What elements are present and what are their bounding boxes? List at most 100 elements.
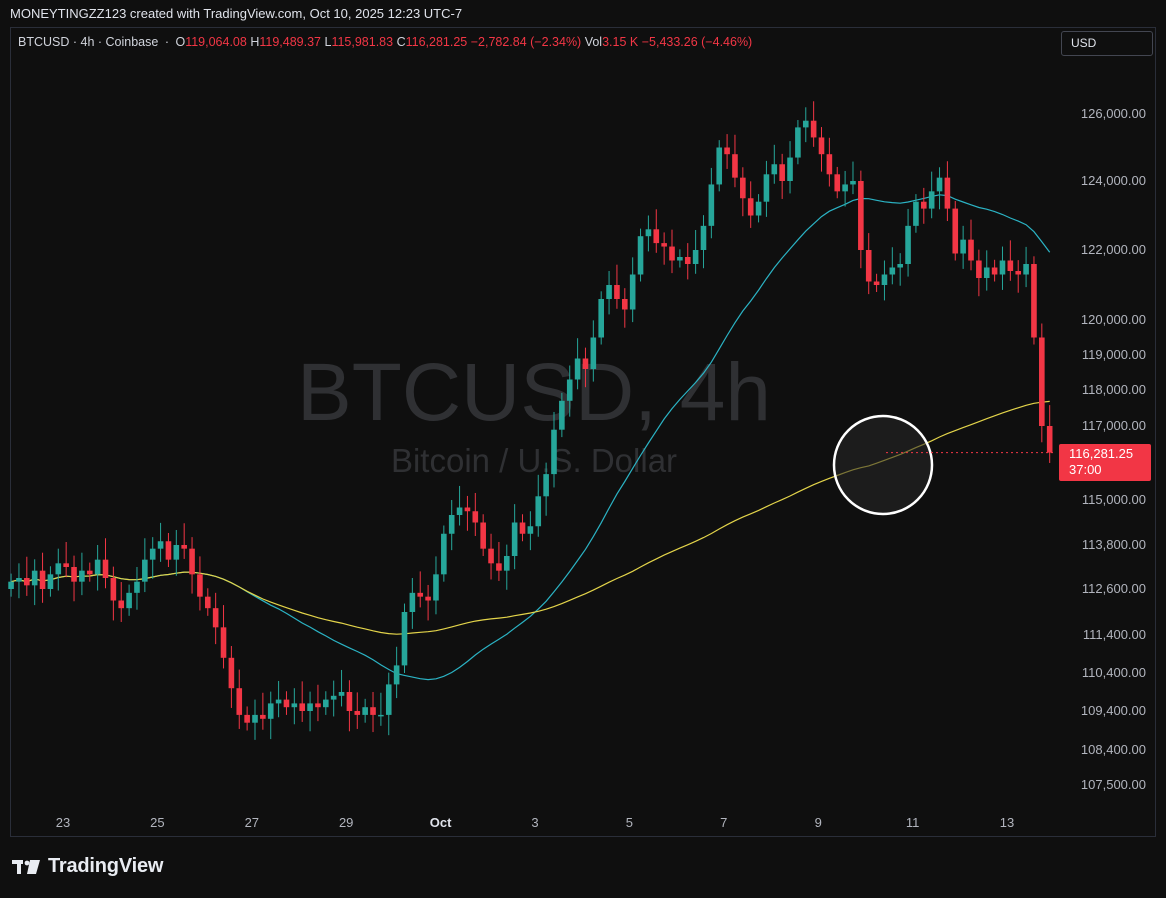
x-tick-label: Oct (430, 815, 452, 830)
candle-body (370, 707, 376, 715)
candle-body (275, 699, 282, 704)
candle-body (173, 545, 180, 560)
candle-body (850, 181, 856, 185)
candle-body (708, 184, 715, 226)
candle-body (441, 533, 447, 575)
candle-body (551, 429, 557, 475)
candle-body (228, 657, 235, 689)
candle-body (983, 267, 990, 278)
candle-body (519, 522, 526, 534)
symbol-label[interactable]: BTCUSD · 4h · Coinbase (18, 35, 159, 49)
candle-body (928, 191, 935, 209)
candle-body (842, 184, 848, 192)
candle-body (1046, 426, 1053, 453)
y-tick-label: 113,800.00 (1082, 537, 1146, 552)
candle-body (771, 164, 778, 175)
candle-body (802, 120, 809, 128)
volume-label: Vol (584, 35, 603, 49)
candle-body (677, 257, 683, 261)
candle-body (16, 578, 22, 582)
candle-body (47, 574, 54, 589)
candle-body (661, 243, 667, 247)
candle-body (464, 507, 471, 512)
open-value: 119,064.08 (185, 35, 247, 49)
candle-body (920, 201, 927, 209)
candle-body (936, 177, 943, 192)
candle-body (858, 181, 864, 250)
candle-body (873, 281, 880, 285)
open-label: O (175, 35, 186, 49)
candle-body (291, 703, 298, 708)
candle-body (157, 541, 164, 549)
candle-body (724, 147, 730, 155)
y-tick-label: 107,500.00 (1081, 777, 1146, 792)
candle-body (252, 714, 258, 723)
candle-body (102, 559, 109, 578)
y-tick-label: 111,400.00 (1083, 627, 1146, 642)
y-tick-label: 118,000.00 (1082, 382, 1146, 397)
candle-body (999, 260, 1006, 275)
candle-body (905, 225, 911, 264)
candle-body (763, 174, 770, 202)
candle-body (86, 570, 93, 575)
candle-body (346, 692, 353, 711)
candle-body (260, 714, 266, 719)
candle-body (299, 703, 306, 711)
y-tick-label: 122,000.00 (1081, 242, 1146, 257)
candle-body (834, 174, 841, 192)
tradingview-brand: TradingView (12, 855, 163, 878)
x-tick-label: 9 (815, 815, 822, 830)
candle-body (24, 578, 30, 586)
candle-body (1023, 264, 1029, 275)
candle-body (385, 684, 392, 715)
x-tick-label: 3 (531, 815, 538, 830)
y-tick-label: 120,000.00 (1081, 312, 1146, 327)
x-tick-label: 7 (720, 815, 727, 830)
candle-body (283, 699, 290, 708)
x-tick-label: 23 (56, 815, 70, 830)
attribution-text: MONEYTINGZZ123 created with TradingView.… (10, 6, 463, 21)
candle-body (810, 120, 817, 138)
candle-body (338, 692, 345, 696)
x-tick-label: 13 (1000, 815, 1014, 830)
candle-body (747, 198, 754, 216)
ohlc-legend: BTCUSD · 4h · Coinbase · O119,064.08 H11… (18, 35, 753, 49)
candle-body (590, 337, 597, 369)
candle-body (118, 600, 125, 609)
candle-body (134, 581, 140, 593)
y-tick-label: 115,000.00 (1082, 492, 1146, 507)
candle-body (417, 592, 424, 597)
candle-body (315, 703, 321, 708)
candle-body (448, 515, 455, 534)
candle-body (31, 570, 38, 586)
candle-body (1015, 271, 1022, 275)
candle-body (645, 229, 652, 237)
candle-body (543, 474, 549, 497)
candle-body (653, 229, 660, 244)
candle-body (94, 559, 101, 575)
candle-body (976, 260, 982, 278)
x-tick-label: 27 (245, 815, 259, 830)
candle-body (944, 177, 951, 209)
y-tick-label: 112,600.00 (1082, 581, 1146, 596)
candle-body (378, 714, 384, 717)
x-tick-label: 29 (339, 815, 353, 830)
candle-body (503, 556, 510, 571)
candle-body (889, 267, 896, 275)
candle-body (1039, 337, 1045, 426)
candle-body (1031, 264, 1037, 338)
chart-panel[interactable] (10, 27, 1156, 837)
candle-body (559, 400, 565, 430)
candle-body (952, 208, 959, 254)
candle-body (433, 574, 439, 601)
low-label: L (324, 35, 332, 49)
candle-body (189, 548, 195, 575)
candle-body (393, 665, 400, 685)
x-tick-label: 25 (150, 815, 164, 830)
candle-body (362, 707, 368, 715)
candle-body (181, 545, 187, 549)
x-tick-label: 5 (626, 815, 633, 830)
currency-button[interactable]: USD (1061, 31, 1153, 56)
candle-body (488, 548, 494, 564)
